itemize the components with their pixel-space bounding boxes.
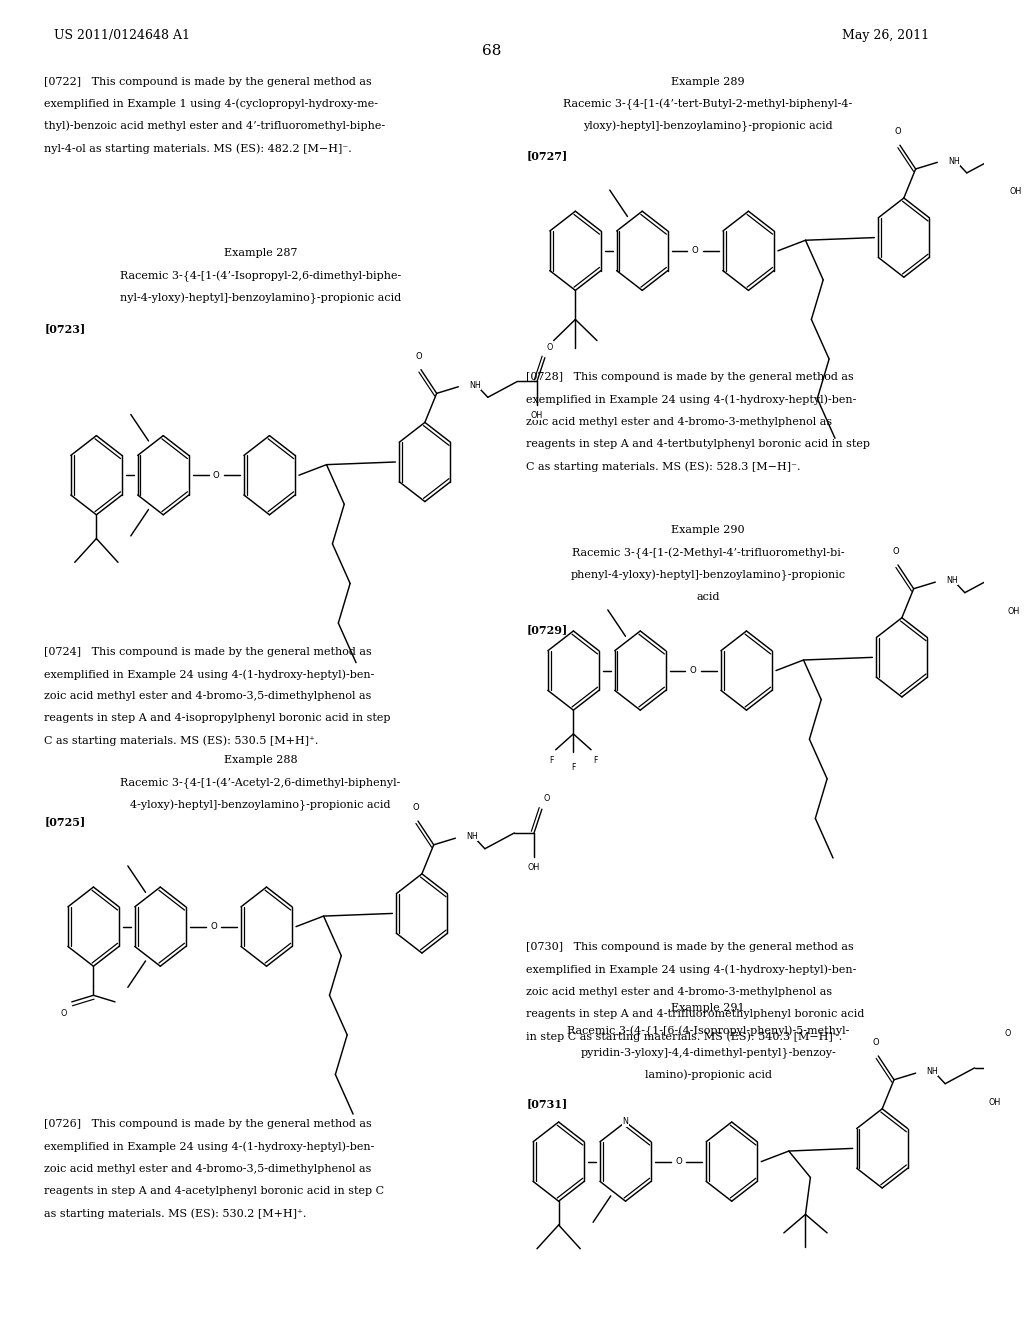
- Text: exemplified in Example 24 using 4-(1-hydroxy-heptyl)-ben-: exemplified in Example 24 using 4-(1-hyd…: [44, 1142, 375, 1152]
- Text: O: O: [544, 795, 550, 803]
- Text: O: O: [413, 804, 420, 812]
- Text: NH: NH: [927, 1068, 938, 1076]
- Text: OH: OH: [528, 863, 541, 871]
- Text: Example 291: Example 291: [672, 1003, 744, 1014]
- Text: O: O: [210, 923, 217, 931]
- Text: NH: NH: [466, 833, 478, 841]
- Text: [0722]   This compound is made by the general method as: [0722] This compound is made by the gene…: [44, 77, 372, 87]
- Text: [0727]: [0727]: [526, 150, 567, 161]
- Text: O: O: [213, 471, 220, 479]
- Text: lamino)-propionic acid: lamino)-propionic acid: [645, 1069, 772, 1080]
- Text: [0728]   This compound is made by the general method as: [0728] This compound is made by the gene…: [526, 372, 854, 383]
- Text: O: O: [416, 352, 422, 360]
- Text: NH: NH: [946, 577, 957, 585]
- Text: NH: NH: [469, 381, 481, 389]
- Text: zoic acid methyl ester and 4-bromo-3,5-dimethylphenol as: zoic acid methyl ester and 4-bromo-3,5-d…: [44, 692, 372, 701]
- Text: May 26, 2011: May 26, 2011: [843, 29, 930, 42]
- Text: [0729]: [0729]: [526, 624, 567, 635]
- Text: as starting materials. MS (ES): 530.2 [M+H]⁺.: as starting materials. MS (ES): 530.2 [M…: [44, 1208, 306, 1218]
- Text: 68: 68: [482, 44, 502, 58]
- Text: OH: OH: [1008, 607, 1020, 615]
- Text: O: O: [675, 1158, 682, 1166]
- Text: Racemic 3-{4-[1-(4’-Isopropyl-2,6-dimethyl-biphe-: Racemic 3-{4-[1-(4’-Isopropyl-2,6-dimeth…: [120, 271, 401, 281]
- Text: OH: OH: [530, 412, 543, 420]
- Text: N: N: [623, 1118, 629, 1126]
- Text: reagents in step A and 4-isopropylphenyl boronic acid in step: reagents in step A and 4-isopropylphenyl…: [44, 713, 391, 723]
- Text: O: O: [873, 1039, 880, 1047]
- Text: reagents in step A and 4-acetylphenyl boronic acid in step C: reagents in step A and 4-acetylphenyl bo…: [44, 1185, 384, 1196]
- Text: C as starting materials. MS (ES): 528.3 [M−H]⁻.: C as starting materials. MS (ES): 528.3 …: [526, 461, 801, 471]
- Text: phenyl-4-yloxy)-heptyl]-benzoylamino}-propionic: phenyl-4-yloxy)-heptyl]-benzoylamino}-pr…: [570, 570, 846, 581]
- Text: OH: OH: [1010, 187, 1022, 195]
- Text: [0730]   This compound is made by the general method as: [0730] This compound is made by the gene…: [526, 942, 854, 953]
- Text: exemplified in Example 24 using 4-(1-hydroxy-heptyl)-ben-: exemplified in Example 24 using 4-(1-hyd…: [44, 669, 375, 680]
- Text: US 2011/0124648 A1: US 2011/0124648 A1: [54, 29, 190, 42]
- Text: reagents in step A and 4-tertbutylphenyl boronic acid in step: reagents in step A and 4-tertbutylphenyl…: [526, 438, 870, 449]
- Text: [0726]   This compound is made by the general method as: [0726] This compound is made by the gene…: [44, 1119, 372, 1130]
- Text: F: F: [593, 756, 597, 764]
- Text: Racemic 3-{4-[1-(4’-tert-Butyl-2-methyl-biphenyl-4-: Racemic 3-{4-[1-(4’-tert-Butyl-2-methyl-…: [563, 99, 853, 110]
- Text: in step C as starting materials. MS (ES): 540.3 [M−H]⁻.: in step C as starting materials. MS (ES)…: [526, 1031, 843, 1041]
- Text: [0724]   This compound is made by the general method as: [0724] This compound is made by the gene…: [44, 647, 372, 657]
- Text: [0731]: [0731]: [526, 1098, 567, 1109]
- Text: O: O: [690, 667, 696, 675]
- Text: [0725]: [0725]: [44, 816, 86, 826]
- Text: zoic acid methyl ester and 4-bromo-3-methylphenol as: zoic acid methyl ester and 4-bromo-3-met…: [526, 417, 833, 426]
- Text: 4-yloxy)-heptyl]-benzoylamino}-propionic acid: 4-yloxy)-heptyl]-benzoylamino}-propionic…: [130, 800, 391, 810]
- Text: nyl-4-ol as starting materials. MS (ES): 482.2 [M−H]⁻.: nyl-4-ol as starting materials. MS (ES):…: [44, 143, 352, 153]
- Text: OH: OH: [988, 1098, 1000, 1106]
- Text: Example 290: Example 290: [672, 525, 744, 536]
- Text: Racemic 3-(4-{1-[6-(4-Isopropyl-phenyl)-5-methyl-: Racemic 3-(4-{1-[6-(4-Isopropyl-phenyl)-…: [567, 1026, 849, 1036]
- Text: zoic acid methyl ester and 4-bromo-3-methylphenol as: zoic acid methyl ester and 4-bromo-3-met…: [526, 987, 833, 997]
- Text: thyl)-benzoic acid methyl ester and 4’-trifluoromethyl-biphe-: thyl)-benzoic acid methyl ester and 4’-t…: [44, 121, 385, 132]
- Text: zoic acid methyl ester and 4-bromo-3,5-dimethylphenol as: zoic acid methyl ester and 4-bromo-3,5-d…: [44, 1164, 372, 1173]
- Text: Example 289: Example 289: [672, 77, 744, 87]
- Text: C as starting materials. MS (ES): 530.5 [M+H]⁺.: C as starting materials. MS (ES): 530.5 …: [44, 735, 318, 746]
- Text: acid: acid: [696, 591, 720, 602]
- Text: O: O: [547, 343, 553, 351]
- Text: Example 288: Example 288: [224, 755, 297, 766]
- Text: Example 287: Example 287: [224, 248, 297, 259]
- Text: F: F: [571, 763, 575, 772]
- Text: exemplified in Example 24 using 4-(1-hydroxy-heptyl)-ben-: exemplified in Example 24 using 4-(1-hyd…: [526, 965, 856, 975]
- Text: NH: NH: [948, 157, 959, 165]
- Text: O: O: [60, 1010, 68, 1018]
- Text: nyl-4-yloxy)-heptyl]-benzoylamino}-propionic acid: nyl-4-yloxy)-heptyl]-benzoylamino}-propi…: [120, 293, 401, 304]
- Text: pyridin-3-yloxy]-4,4-dimethyl-pentyl}-benzoy-: pyridin-3-yloxy]-4,4-dimethyl-pentyl}-be…: [581, 1048, 836, 1059]
- Text: Racemic 3-{4-[1-(4’-Acetyl-2,6-dimethyl-biphenyl-: Racemic 3-{4-[1-(4’-Acetyl-2,6-dimethyl-…: [121, 777, 400, 788]
- Text: exemplified in Example 24 using 4-(1-hydroxy-heptyl)-ben-: exemplified in Example 24 using 4-(1-hyd…: [526, 395, 856, 405]
- Text: O: O: [692, 247, 698, 255]
- Text: Racemic 3-{4-[1-(2-Methyl-4’-trifluoromethyl-bi-: Racemic 3-{4-[1-(2-Methyl-4’-trifluorome…: [571, 548, 845, 558]
- Text: O: O: [895, 128, 901, 136]
- Text: yloxy)-heptyl]-benzoylamino}-propionic acid: yloxy)-heptyl]-benzoylamino}-propionic a…: [584, 121, 833, 132]
- Text: F: F: [550, 756, 554, 764]
- Text: O: O: [893, 548, 899, 556]
- Text: O: O: [1005, 1030, 1011, 1038]
- Text: [0723]: [0723]: [44, 323, 86, 334]
- Text: reagents in step A and 4-trifluoromethylphenyl boronic acid: reagents in step A and 4-trifluoromethyl…: [526, 1008, 864, 1019]
- Text: exemplified in Example 1 using 4-(cyclopropyl-hydroxy-me-: exemplified in Example 1 using 4-(cyclop…: [44, 99, 378, 110]
